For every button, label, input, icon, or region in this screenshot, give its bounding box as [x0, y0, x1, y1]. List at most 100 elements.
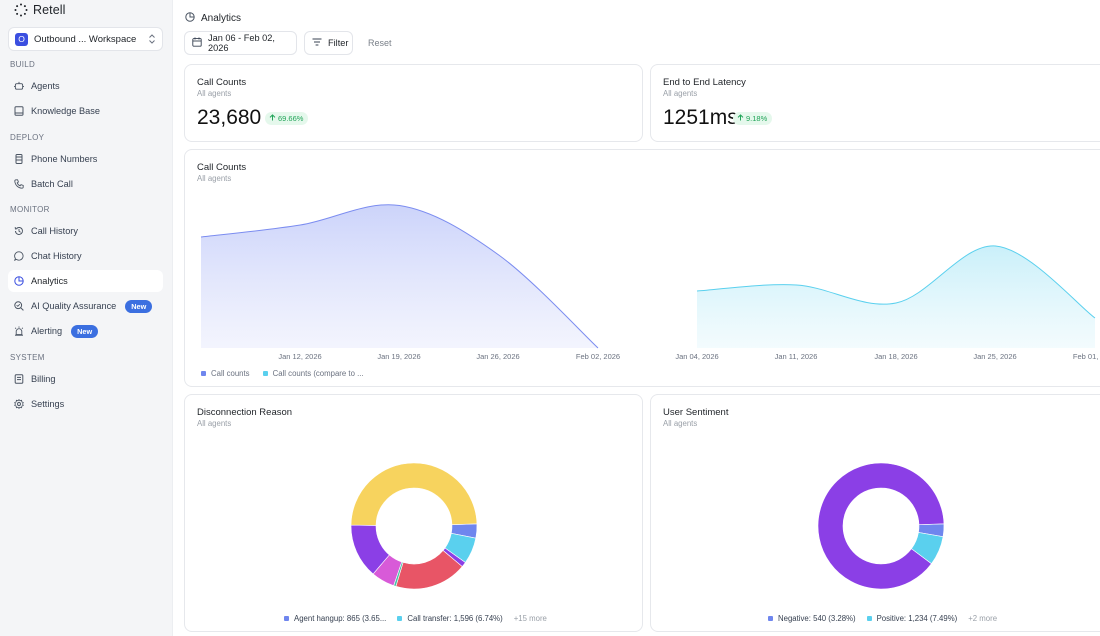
delta-badge: 69.66%	[265, 112, 309, 125]
sidebar-item-label: Batch Call	[31, 179, 73, 189]
new-badge: New	[71, 324, 99, 338]
retell-logo-icon	[14, 3, 28, 17]
legend-label: Positive:	[876, 614, 907, 623]
sidebar-item-label: Phone Numbers	[31, 154, 98, 164]
kpi-value: 23,680	[197, 106, 262, 129]
legend-label: Negative:	[778, 614, 811, 623]
x-tick-label: Jan 18, 2026	[874, 352, 918, 361]
x-tick-label: Jan 12, 2026	[278, 352, 322, 361]
search-check-icon	[14, 301, 24, 311]
section-monitor: MONITOR	[10, 205, 50, 214]
legend-swatch	[768, 616, 773, 621]
reset-button[interactable]: Reset	[368, 38, 392, 48]
sidebar-item-label: Chat History	[31, 251, 82, 261]
gear-icon	[14, 399, 24, 409]
x-tick-label: Jan 25, 2026	[973, 352, 1017, 361]
book-icon	[14, 106, 24, 116]
arrow-up-icon	[737, 114, 744, 123]
workspace-name: Outbound ... Workspace	[34, 33, 137, 45]
legend-item[interactable]: Call counts	[211, 369, 250, 378]
pie-chart-icon	[185, 9, 195, 27]
calendar-icon	[192, 37, 202, 49]
sidebar-item-billing[interactable]: Billing	[8, 368, 163, 390]
filter-icon	[312, 38, 322, 48]
x-tick-label: Jan 26, 2026	[476, 352, 520, 361]
x-tick-label: Jan 04, 2026	[675, 352, 719, 361]
sidebar-item-label: AI Quality Assurance	[31, 301, 117, 311]
alarm-icon	[14, 326, 24, 336]
card-subtitle: All agents	[663, 419, 698, 428]
legend-value: 1,596 (6.74%)	[453, 614, 503, 623]
legend-label: Agent hangup:	[294, 614, 345, 623]
donut-legend: Negative: 540 (3.28%) Positive: 1,234 (7…	[768, 614, 997, 623]
sidebar-item-batch-call[interactable]: Batch Call	[8, 173, 163, 195]
arrow-up-icon	[269, 114, 276, 123]
donut-slices	[350, 462, 478, 590]
disconnection-reason-card: Disconnection Reason All agents Agent ha…	[184, 394, 643, 632]
sidebar-item-knowledge-base[interactable]: Knowledge Base	[8, 100, 163, 122]
sidebar-item-chat-history[interactable]: Chat History	[8, 245, 163, 267]
legend-swatch	[284, 616, 289, 621]
card-title: Disconnection Reason	[197, 407, 293, 418]
sidebar-item-agents[interactable]: Agents	[8, 75, 163, 97]
x-tick-label: Jan 19, 2026	[377, 352, 421, 361]
chat-icon	[14, 251, 24, 261]
call-counts-area	[201, 204, 598, 348]
x-tick-label: Feb 01, 2026	[1072, 352, 1100, 361]
chevron-up-down-icon	[148, 34, 156, 44]
sidebar-item-phone-numbers[interactable]: Phone Numbers	[8, 148, 163, 170]
sidebar-item-settings[interactable]: Settings	[8, 393, 163, 415]
legend-swatch	[397, 616, 403, 621]
sidebar: Retell O Outbound ... Workspace BUILD Ag…	[0, 0, 172, 636]
legend-item-negative[interactable]: Negative: 540 (3.28%)	[778, 614, 856, 623]
legend-item-positive[interactable]: Positive: 1,234 (7.49%)	[877, 614, 958, 623]
bot-icon	[14, 81, 24, 91]
sidebar-item-alerting[interactable]: Alerting New	[8, 320, 163, 342]
sidebar-item-label: Agents	[31, 81, 60, 91]
page-header: Analytics	[185, 9, 241, 27]
date-range-picker[interactable]: Jan 06 - Feb 02, 2026	[184, 31, 297, 55]
sidebar-item-call-history[interactable]: Call History	[8, 220, 163, 242]
legend-more[interactable]: +15 more	[513, 614, 547, 623]
x-tick-label: Jan 11, 2026	[774, 352, 818, 361]
section-deploy: DEPLOY	[10, 133, 45, 142]
card-subtitle: All agents	[197, 89, 232, 98]
legend-more[interactable]: +2 more	[968, 614, 998, 623]
page-title: Analytics	[201, 12, 242, 24]
donut-slice-7[interactable]	[350, 462, 478, 526]
retell-logo[interactable]: Retell	[14, 2, 66, 18]
legend-label: Call transfer:	[407, 614, 452, 623]
sidebar-item-label: Billing	[31, 374, 56, 384]
card-title: End to End Latency	[663, 77, 746, 88]
card-title: Call Counts	[197, 162, 247, 173]
sidebar-item-analytics[interactable]: Analytics	[8, 270, 163, 292]
legend-item[interactable]: Call counts (compare to ...	[272, 369, 364, 378]
legend-value: 865 (3.65...	[346, 614, 387, 623]
legend-item-call-transfer[interactable]: Call transfer: 1,596 (6.74%)	[407, 614, 502, 623]
donut-slice-2[interactable]	[817, 462, 945, 590]
delta-value: 69.66%	[278, 114, 304, 123]
phone-device-icon	[14, 154, 24, 164]
kpi-card-call-counts: Call Counts All agents 23,680 69.66%	[184, 64, 643, 142]
card-subtitle: All agents	[197, 174, 232, 183]
workspace-selector[interactable]: O Outbound ... Workspace	[8, 27, 163, 51]
sentiment-donut-chart	[817, 462, 945, 590]
kpi-value: 1251ms	[663, 106, 738, 129]
legend-swatch	[866, 616, 872, 621]
donut-legend: Agent hangup: 865 (3.65... Call transfer…	[284, 614, 547, 623]
sidebar-item-ai-quality-assurance[interactable]: AI Quality Assurance New	[8, 295, 163, 317]
user-sentiment-card: User Sentiment All agents Negative: 540 …	[650, 394, 1100, 632]
call-counts-chart-card: Call Counts All agents Jan 12, 2026 Jan 1…	[184, 149, 1100, 387]
x-tick-label: Feb 02, 2026	[575, 352, 621, 361]
legend-item-agent-hangup[interactable]: Agent hangup: 865 (3.65...	[294, 614, 386, 623]
pie-chart-icon	[14, 276, 24, 286]
card-title: User Sentiment	[663, 407, 729, 418]
legend-value: 1,234 (7.49%)	[908, 614, 958, 623]
card-subtitle: All agents	[663, 89, 698, 98]
filter-button[interactable]: Filter	[304, 31, 353, 55]
legend-swatch	[201, 371, 206, 376]
section-build: BUILD	[10, 60, 36, 69]
main-content: Analytics Jan 06 - Feb 02, 2026 Filter R…	[172, 0, 1100, 636]
receipt-icon	[14, 374, 24, 384]
date-range-label: Jan 06 - Feb 02, 2026	[208, 33, 275, 53]
